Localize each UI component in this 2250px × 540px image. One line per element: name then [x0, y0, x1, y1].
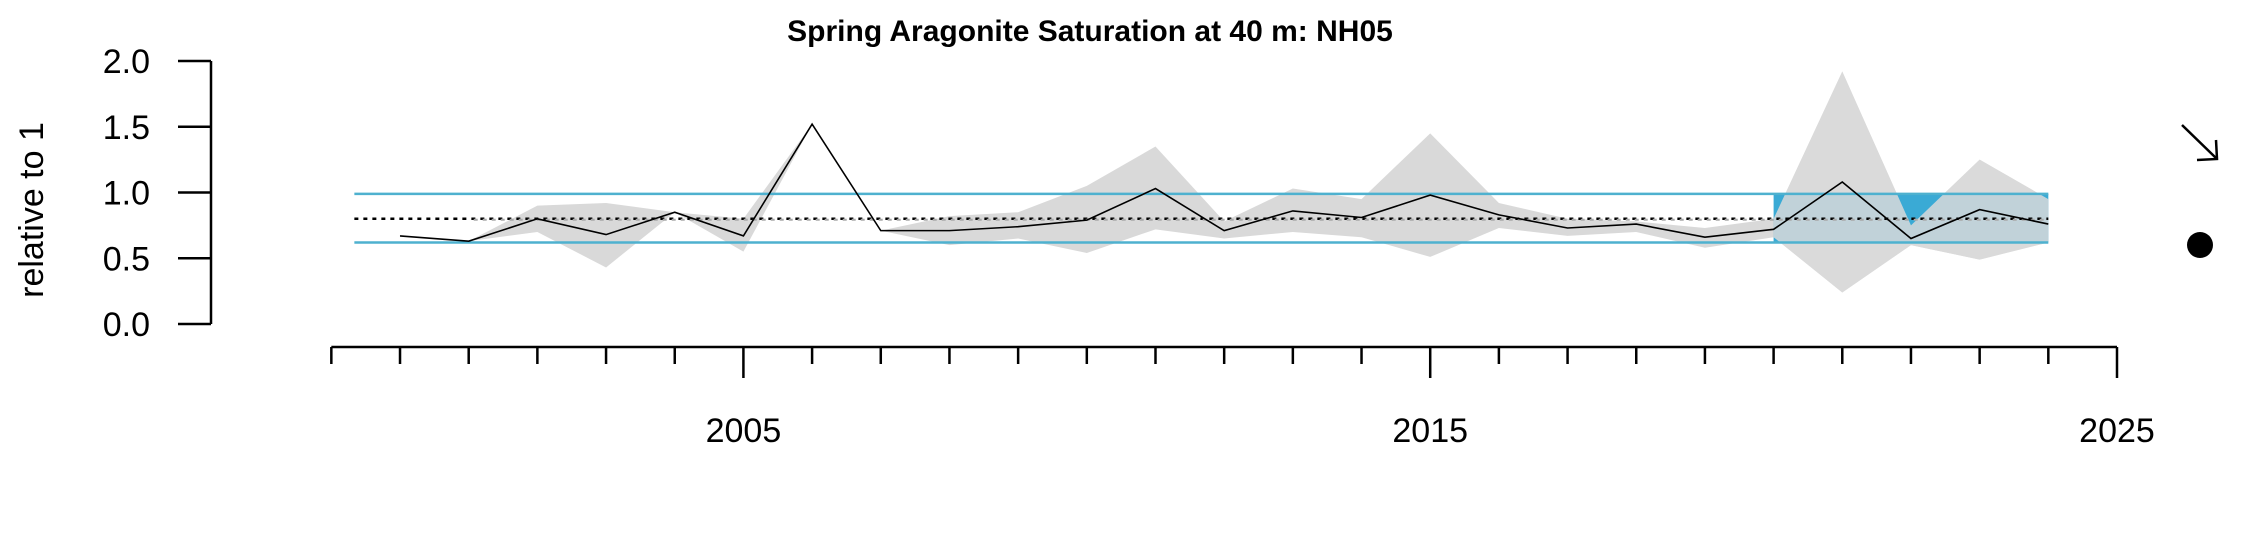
y-axis-label: relative to 1	[13, 122, 51, 298]
mean-lines	[354, 217, 2049, 221]
y-tick-label: 0.0	[103, 306, 150, 344]
recent-window-region	[1773, 71, 2049, 293]
sd-lines	[354, 192, 2049, 244]
x-tick-label: 2005	[706, 412, 782, 450]
y-tick-label: 2.0	[103, 43, 150, 81]
y-tick-label: 1.0	[103, 175, 150, 213]
filled-circle-icon	[2187, 232, 2213, 258]
y-axis: 0.0 0.5 1.0 1.5 2.0	[103, 43, 213, 344]
x-tick-label: 2015	[1392, 412, 1468, 450]
y-tick-label: 0.5	[103, 240, 150, 278]
series-line	[399, 122, 2049, 242]
recent-band-overlay	[1773, 71, 2049, 293]
chart-title: Spring Aragonite Saturation at 40 m: NH0…	[787, 15, 1393, 48]
arrow-down-right-icon	[2181, 124, 2219, 162]
y-tick-label: 1.5	[103, 109, 150, 147]
x-tick-label: 2025	[2079, 412, 2155, 450]
x-axis: 2005 2015 2025	[330, 345, 2155, 450]
